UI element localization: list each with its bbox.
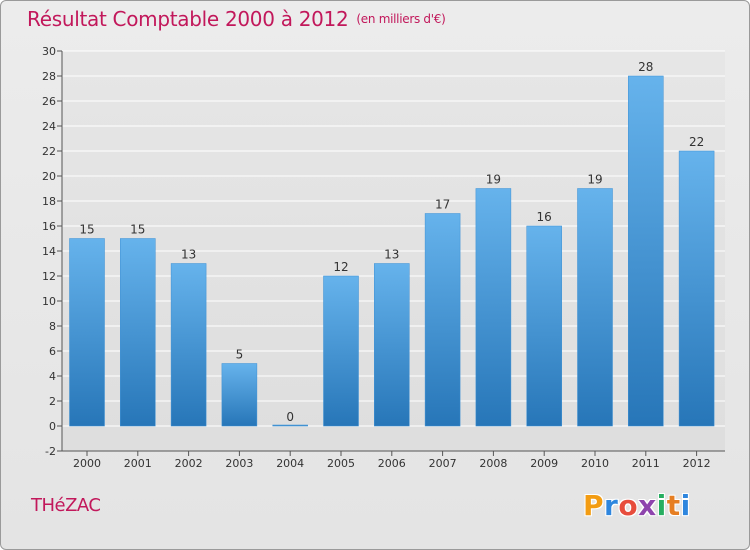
bar-2008 [475,188,512,427]
bar-value-label: 0 [286,410,294,424]
y-tick-label: 6 [49,345,56,358]
y-tick-label: 18 [42,195,56,208]
bar-value-label: 13 [181,248,196,262]
y-tick-label: 10 [42,295,56,308]
bar-value-label: 28 [638,60,653,74]
bar-2003 [221,363,258,427]
x-tick-label: 2000 [73,457,101,470]
bar-value-label: 15 [130,223,145,237]
logo-letter: i [680,489,691,522]
y-tick-label: 22 [42,145,56,158]
logo-letter: o [618,489,639,522]
y-tick-label: 24 [42,120,56,133]
chart-title-text: Résultat Comptable 2000 à 2012 [27,7,349,31]
x-tick-label: 2001 [124,457,152,470]
bar-2011 [628,75,664,427]
x-tick-label: 2012 [683,457,711,470]
logo-letter: i [656,489,667,522]
y-tick-label: 26 [42,95,56,108]
logo-letter: t [666,489,681,522]
bar-value-label: 12 [333,260,348,274]
bar-2010 [577,188,613,427]
y-tick-label: 14 [42,245,56,258]
bar-2000 [69,238,105,427]
logo-letter: r [604,489,619,522]
bar-2005 [323,275,359,427]
bar-value-label: 5 [236,348,244,362]
x-tick-label: 2009 [530,457,558,470]
x-axis: 2000 2001 2002 2003 2004 2005 2006 2007 2008 2009… [62,450,725,470]
x-tick-label: 2002 [175,457,203,470]
bar-value-label: 22 [689,135,704,149]
bar-2002 [170,263,207,427]
bar-value-label: 19 [587,173,602,187]
y-tick-label: 2 [49,395,56,408]
place-name: THéZAC [31,495,101,516]
x-tick-label: 2008 [479,457,507,470]
x-tick-label: 2010 [581,457,609,470]
x-tick-label: 2006 [378,457,406,470]
bar-value-label: 19 [486,173,501,187]
y-tick-label: 30 [42,45,56,58]
bar-value-label: 17 [435,198,450,212]
bars: 15 15 13 5 0 12 13 17 19 16 19 28 22 [69,60,715,427]
bar-2006 [374,263,410,427]
x-tick-label: 2003 [225,457,253,470]
y-tick-label: 8 [49,320,56,333]
bar-2012 [678,150,715,427]
x-tick-label: 2007 [429,457,457,470]
x-tick-label: 2005 [327,457,355,470]
bar-2001 [120,238,156,427]
bar-2004 [272,424,308,427]
y-tick-label: 16 [42,220,56,233]
y-tick-label: 12 [42,270,56,283]
y-tick-label: 20 [42,170,56,183]
chart-unit: (en milliers d'€) [356,12,446,26]
chart-title: Résultat Comptable 2000 à 2012 (en millie… [27,7,446,31]
logo-letter: x [638,489,657,522]
bar-value-label: 15 [79,223,94,237]
y-tick-label: 4 [49,370,56,383]
bar-2009 [526,225,562,427]
x-tick-label: 2004 [276,457,304,470]
bar-2007 [424,213,461,427]
logo-letter: P [583,489,605,522]
bar-value-label: 13 [384,248,399,262]
y-tick-label: 28 [42,70,56,83]
proxiti-logo[interactable]: Proxiti [583,489,693,527]
y-tick-label: 0 [49,420,56,433]
bar-value-label: 16 [537,210,552,224]
x-tick-label: 2011 [632,457,660,470]
y-tick-label: -2 [45,445,56,458]
